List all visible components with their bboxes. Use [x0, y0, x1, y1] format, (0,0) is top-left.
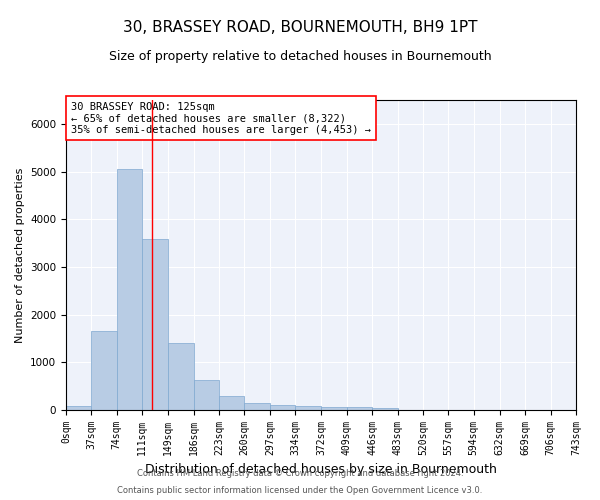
Text: 30 BRASSEY ROAD: 125sqm
← 65% of detached houses are smaller (8,322)
35% of semi: 30 BRASSEY ROAD: 125sqm ← 65% of detache… — [71, 102, 371, 134]
Bar — [194, 380, 219, 410]
Bar — [244, 402, 270, 410]
Bar — [219, 396, 244, 410]
Text: Contains public sector information licensed under the Open Government Licence v3: Contains public sector information licen… — [118, 486, 482, 495]
Y-axis label: Number of detached properties: Number of detached properties — [14, 168, 25, 342]
Bar — [142, 239, 167, 410]
Bar — [372, 408, 398, 410]
X-axis label: Distribution of detached houses by size in Bournemouth: Distribution of detached houses by size … — [145, 464, 497, 476]
Bar — [295, 406, 320, 410]
Bar — [66, 406, 91, 410]
Bar — [117, 168, 142, 410]
Text: Contains HM Land Registry data © Crown copyright and database right 2024.: Contains HM Land Registry data © Crown c… — [137, 468, 463, 477]
Bar — [91, 332, 117, 410]
Bar — [270, 405, 295, 410]
Text: Size of property relative to detached houses in Bournemouth: Size of property relative to detached ho… — [109, 50, 491, 63]
Text: 30, BRASSEY ROAD, BOURNEMOUTH, BH9 1PT: 30, BRASSEY ROAD, BOURNEMOUTH, BH9 1PT — [123, 20, 477, 35]
Bar — [322, 407, 347, 410]
Bar — [347, 408, 372, 410]
Bar — [168, 343, 194, 410]
